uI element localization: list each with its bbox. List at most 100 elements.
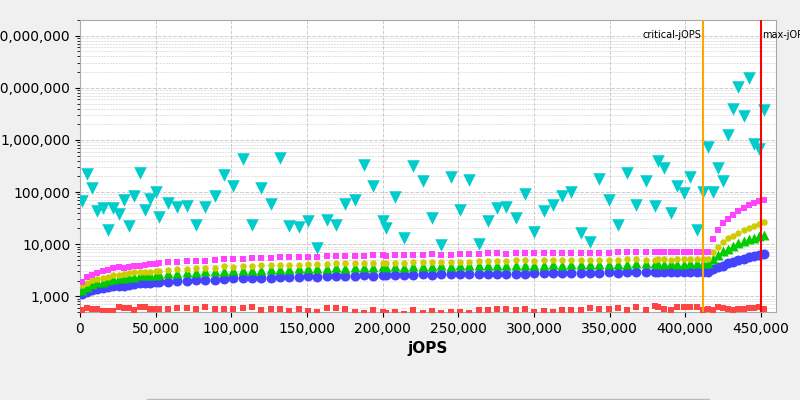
- 95-th percentile: [528, 257, 541, 264]
- 90-th percentile: [152, 271, 165, 278]
- 99-th percentile: [651, 249, 664, 256]
- max: [227, 183, 240, 189]
- median: [107, 283, 120, 290]
- min: [684, 304, 697, 310]
- median: [510, 270, 522, 277]
- max: [128, 193, 141, 199]
- max: [330, 222, 342, 228]
- max: [264, 200, 277, 207]
- median: [264, 274, 277, 281]
- median: [339, 273, 352, 279]
- max: [463, 176, 476, 183]
- max: [500, 204, 513, 210]
- min: [665, 307, 678, 313]
- 90-th percentile: [583, 261, 596, 267]
- 99-th percentile: [444, 252, 457, 258]
- 90-th percentile: [758, 231, 770, 238]
- 99-th percentile: [472, 251, 485, 257]
- Legend: min, median, 90-th percentile, 95-th percentile, 99-th percentile, max: min, median, 90-th percentile, 95-th per…: [146, 399, 710, 400]
- min: [712, 304, 725, 310]
- max: [208, 193, 221, 200]
- max: [678, 190, 690, 196]
- min: [758, 306, 770, 312]
- median: [218, 276, 230, 282]
- min: [574, 307, 587, 313]
- max: [246, 222, 258, 228]
- max: [348, 197, 361, 203]
- 95-th percentile: [602, 257, 615, 263]
- 95-th percentile: [112, 271, 125, 278]
- 99-th percentile: [546, 250, 559, 256]
- min: [134, 304, 146, 310]
- 99-th percentile: [742, 202, 755, 208]
- 99-th percentile: [649, 249, 662, 256]
- 90-th percentile: [199, 268, 212, 275]
- 99-th percentile: [565, 250, 578, 256]
- 90-th percentile: [86, 281, 98, 287]
- 90-th percentile: [311, 265, 324, 271]
- min: [727, 307, 740, 313]
- 99-th percentile: [152, 260, 165, 267]
- 99-th percentile: [630, 249, 642, 255]
- min: [658, 306, 671, 312]
- max: [376, 218, 389, 224]
- min: [112, 304, 125, 311]
- median: [665, 269, 678, 275]
- median: [463, 270, 476, 277]
- 99-th percentile: [732, 208, 745, 214]
- 99-th percentile: [697, 248, 710, 255]
- min: [482, 307, 494, 314]
- min: [144, 306, 157, 312]
- max: [583, 239, 596, 246]
- median: [171, 278, 184, 284]
- 95-th percentile: [227, 263, 240, 270]
- 99-th percentile: [574, 249, 587, 256]
- median: [190, 277, 202, 284]
- max: [454, 207, 466, 214]
- 95-th percentile: [102, 274, 114, 280]
- median: [747, 253, 760, 259]
- min: [602, 306, 615, 313]
- max: [398, 234, 410, 241]
- 95-th percentile: [435, 258, 448, 265]
- 90-th percentile: [611, 260, 624, 267]
- max: [717, 178, 730, 184]
- min: [180, 305, 193, 311]
- 90-th percentile: [697, 260, 710, 266]
- 99-th percentile: [171, 259, 184, 266]
- 90-th percentile: [690, 260, 703, 266]
- 90-th percentile: [227, 267, 240, 273]
- 99-th percentile: [518, 250, 531, 257]
- 95-th percentile: [537, 257, 550, 264]
- median: [128, 281, 141, 288]
- max: [150, 189, 162, 195]
- 95-th percentile: [490, 258, 503, 264]
- min: [426, 308, 438, 314]
- 90-th percentile: [162, 270, 174, 276]
- 99-th percentile: [463, 251, 476, 258]
- max: [86, 185, 98, 192]
- 99-th percentile: [684, 248, 697, 255]
- max: [537, 208, 550, 214]
- min: [102, 307, 114, 314]
- max: [649, 203, 662, 210]
- 95-th percentile: [292, 262, 305, 268]
- 90-th percentile: [190, 268, 202, 275]
- 95-th percentile: [416, 258, 429, 265]
- median: [565, 270, 578, 276]
- max: [697, 189, 710, 196]
- 90-th percentile: [398, 264, 410, 270]
- 95-th percentile: [747, 222, 760, 229]
- 99-th percentile: [758, 196, 770, 203]
- max: [556, 193, 569, 199]
- 90-th percentile: [75, 286, 88, 293]
- min: [407, 307, 420, 313]
- median: [398, 272, 410, 278]
- min: [96, 308, 109, 314]
- max: [236, 156, 249, 162]
- median: [407, 272, 420, 278]
- max: [727, 105, 740, 112]
- 99-th percentile: [702, 248, 714, 255]
- 90-th percentile: [180, 269, 193, 275]
- 95-th percentile: [86, 277, 98, 284]
